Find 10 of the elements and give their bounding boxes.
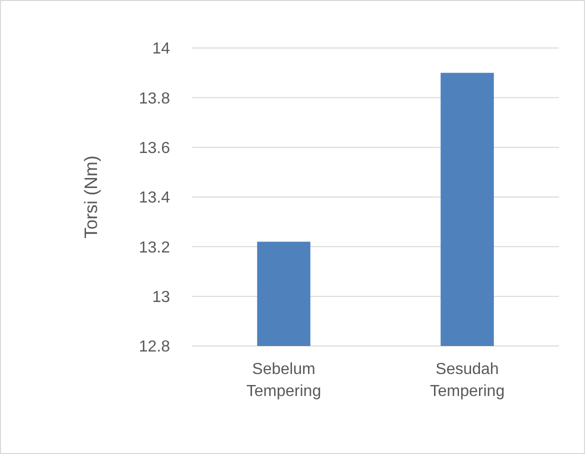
y-tick-label: 13.4 [138,190,170,207]
y-tick-label: 14 [152,40,170,58]
y-axis-title: Torsi (Nm) [81,156,101,238]
y-tick-label: 13 [152,288,170,306]
y-tick-label: 13.6 [138,140,170,157]
x-tick-label: Sesudah Tempering [430,361,505,400]
y-tick-label: 13.2 [138,239,170,256]
y-tick-label: 13.8 [138,90,170,108]
x-tick-label: Sebelum Tempering [246,361,322,400]
y-tick-label: 12.8 [138,338,170,356]
